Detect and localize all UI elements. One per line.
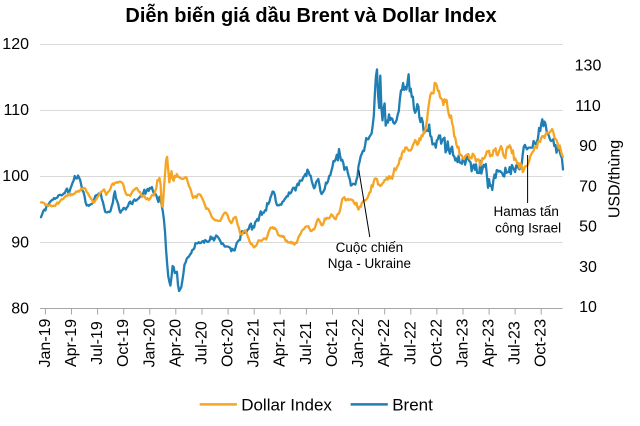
svg-text:Jul-23: Jul-23 (507, 321, 524, 365)
svg-text:110: 110 (3, 102, 29, 119)
svg-text:90: 90 (579, 138, 597, 155)
svg-text:Jan-21: Jan-21 (246, 318, 263, 367)
svg-text:Jul-22: Jul-22 (402, 321, 419, 365)
svg-text:Apr-20: Apr-20 (167, 319, 184, 367)
svg-text:30: 30 (579, 259, 597, 276)
svg-text:công Israel: công Israel (495, 221, 561, 236)
svg-text:Brent: Brent (392, 395, 433, 414)
svg-text:Dollar Index: Dollar Index (241, 395, 332, 414)
svg-text:Jan-22: Jan-22 (350, 318, 367, 367)
svg-text:USD/thùng: USD/thùng (607, 140, 624, 218)
svg-text:Oct-23: Oct-23 (533, 319, 550, 367)
svg-text:Apr-19: Apr-19 (63, 319, 80, 367)
svg-text:120: 120 (2, 36, 29, 53)
svg-text:50: 50 (579, 219, 597, 236)
svg-text:Oct-21: Oct-21 (324, 319, 341, 367)
svg-text:110: 110 (575, 98, 601, 115)
svg-text:Cuộc chiến: Cuộc chiến (336, 240, 404, 255)
svg-text:Nga - Ukraine: Nga - Ukraine (328, 256, 411, 271)
svg-text:Oct-22: Oct-22 (428, 319, 445, 367)
svg-text:130: 130 (575, 58, 602, 75)
svg-text:Apr-23: Apr-23 (481, 319, 498, 367)
svg-text:Hamas tấn: Hamas tấn (494, 204, 559, 219)
svg-text:70: 70 (579, 178, 597, 195)
svg-text:90: 90 (11, 234, 29, 251)
svg-text:Jan-20: Jan-20 (141, 318, 158, 367)
svg-text:10: 10 (579, 299, 597, 316)
svg-text:80: 80 (11, 300, 29, 317)
svg-text:Apr-21: Apr-21 (272, 319, 289, 367)
svg-text:Jul-21: Jul-21 (298, 321, 315, 365)
svg-text:Diễn biến giá dầu Brent và Dol: Diễn biến giá dầu Brent và Dollar Index (125, 3, 496, 27)
svg-text:Jul-19: Jul-19 (89, 321, 106, 365)
svg-text:Oct-20: Oct-20 (220, 319, 237, 367)
svg-text:100: 100 (2, 168, 29, 185)
svg-text:Apr-22: Apr-22 (376, 319, 393, 367)
svg-text:Jan-19: Jan-19 (37, 318, 54, 367)
svg-text:Jul-20: Jul-20 (194, 321, 211, 365)
svg-text:Jan-23: Jan-23 (455, 318, 472, 367)
svg-text:Oct-19: Oct-19 (115, 319, 132, 367)
